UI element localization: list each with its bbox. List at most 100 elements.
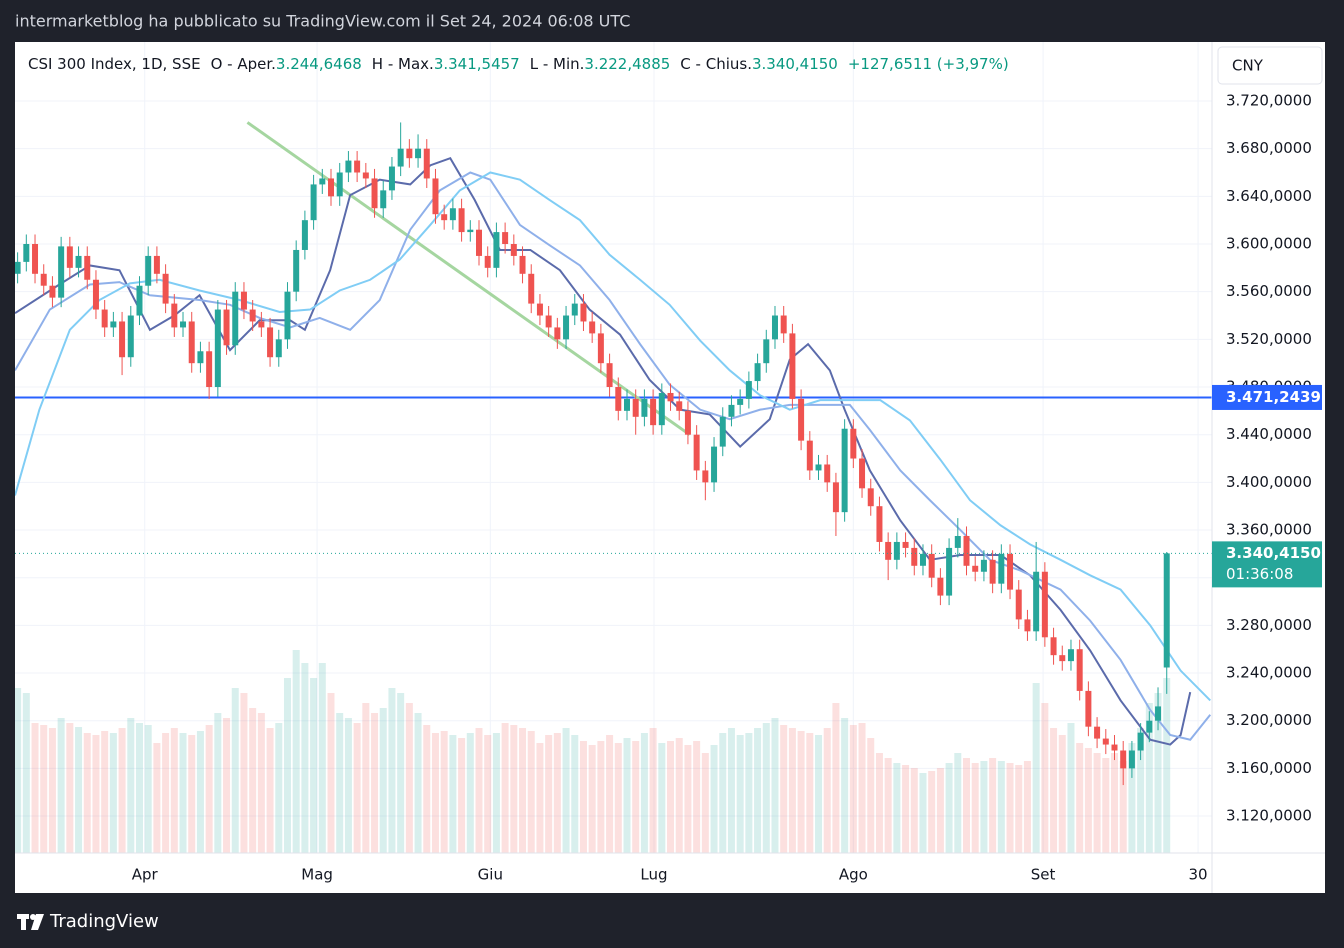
candle-body <box>188 321 195 364</box>
volume-bar <box>684 745 692 853</box>
candle-body <box>650 398 657 426</box>
candle-body <box>354 160 361 173</box>
volume-bar <box>614 743 622 853</box>
candle-body <box>1050 637 1057 656</box>
volume-bar <box>849 725 857 853</box>
candle-body <box>815 464 822 471</box>
volume-bar <box>292 650 300 853</box>
close-label: C - Chius. <box>680 55 752 73</box>
volume-bar <box>458 738 466 853</box>
candle-body <box>1076 649 1083 691</box>
volume-bar <box>754 728 762 853</box>
volume-bar <box>545 735 553 853</box>
volume-bar <box>118 728 126 853</box>
moving-average <box>15 156 1192 746</box>
candle-body <box>737 398 744 405</box>
currency-box[interactable] <box>1217 46 1323 85</box>
volume-bar <box>397 693 405 853</box>
change-value: +127,6511 (+3,97%) <box>848 55 1009 73</box>
candle-body <box>771 315 778 340</box>
volume-bar <box>15 688 22 853</box>
candle-body <box>1146 720 1153 733</box>
candle-body <box>232 291 239 346</box>
volume-bar <box>1102 758 1110 853</box>
volume-bar <box>48 728 56 853</box>
volume-bar <box>963 758 971 853</box>
candle-body <box>101 309 108 328</box>
volume-bar <box>597 741 605 853</box>
candle-body <box>49 285 56 298</box>
candle-body <box>937 577 944 596</box>
volume-bar <box>379 708 387 853</box>
candle-body <box>32 244 39 274</box>
volume-bar <box>475 728 483 853</box>
candle-body <box>84 255 91 280</box>
candle-body <box>658 392 665 426</box>
close-value: 3.340,4150 <box>752 55 838 73</box>
volume-bar <box>1084 748 1092 853</box>
candle-body <box>1015 589 1022 620</box>
volume-bar <box>954 753 962 853</box>
volume-bar <box>344 718 352 853</box>
volume-bar <box>510 725 518 853</box>
volume-bar <box>1050 728 1058 853</box>
volume-bar <box>440 731 448 853</box>
volume-bar <box>431 733 439 853</box>
candle-body <box>162 273 169 304</box>
candle-body <box>336 172 343 197</box>
candle-body <box>563 315 570 340</box>
candle-body <box>902 541 909 548</box>
y-tick-label: 3.200,0000 <box>1226 711 1312 729</box>
volume-bar <box>606 735 614 853</box>
candle-body <box>702 470 709 483</box>
candle-body <box>528 273 535 304</box>
candle-body <box>919 553 926 566</box>
volume-bar <box>501 723 509 853</box>
low-value: 3.222,4885 <box>584 55 670 73</box>
volume-bar <box>144 725 152 853</box>
volume-bar <box>214 713 222 853</box>
y-tick-label: 3.560,0000 <box>1226 282 1312 300</box>
candle-body <box>867 488 874 507</box>
volume-bar <box>231 688 239 853</box>
candle-body <box>954 535 961 548</box>
x-tick-label: Ago <box>839 866 868 884</box>
candle-body <box>136 285 143 316</box>
volume-bar <box>623 738 631 853</box>
volume-bar <box>484 735 492 853</box>
candle-body <box>589 321 596 334</box>
candle-body <box>711 446 718 483</box>
volume-bar <box>858 723 866 853</box>
volume-bar <box>66 723 74 853</box>
volume-bar <box>902 765 910 853</box>
volume-bar <box>109 733 117 853</box>
volume-bar <box>283 678 291 853</box>
candle-body <box>597 333 604 364</box>
candle-body <box>1094 726 1101 739</box>
volume-bar <box>893 763 901 853</box>
currency[interactable]: CNY <box>1232 57 1264 75</box>
volume-bar <box>1163 678 1171 853</box>
candle-body <box>989 559 996 584</box>
candle-body <box>676 401 683 411</box>
candle-body <box>110 321 117 328</box>
candle-body <box>510 244 517 256</box>
volume-bar <box>196 731 204 853</box>
volume-bar <box>371 713 379 853</box>
volume-bar <box>135 723 143 853</box>
candle-body <box>397 148 404 167</box>
candle-body <box>484 255 491 268</box>
x-tick-label: Mag <box>301 866 333 884</box>
candle-body <box>493 232 500 268</box>
y-tick-label: 3.600,0000 <box>1226 235 1312 253</box>
volume-bar <box>780 725 788 853</box>
candle-body <box>980 559 987 572</box>
volume-bar <box>1041 703 1049 853</box>
volume-bar <box>980 761 988 853</box>
candle-body <box>197 351 204 364</box>
candle-body <box>806 440 813 471</box>
last-price-box <box>1212 541 1322 588</box>
candle-body <box>580 303 587 322</box>
volume-bar <box>928 771 936 853</box>
